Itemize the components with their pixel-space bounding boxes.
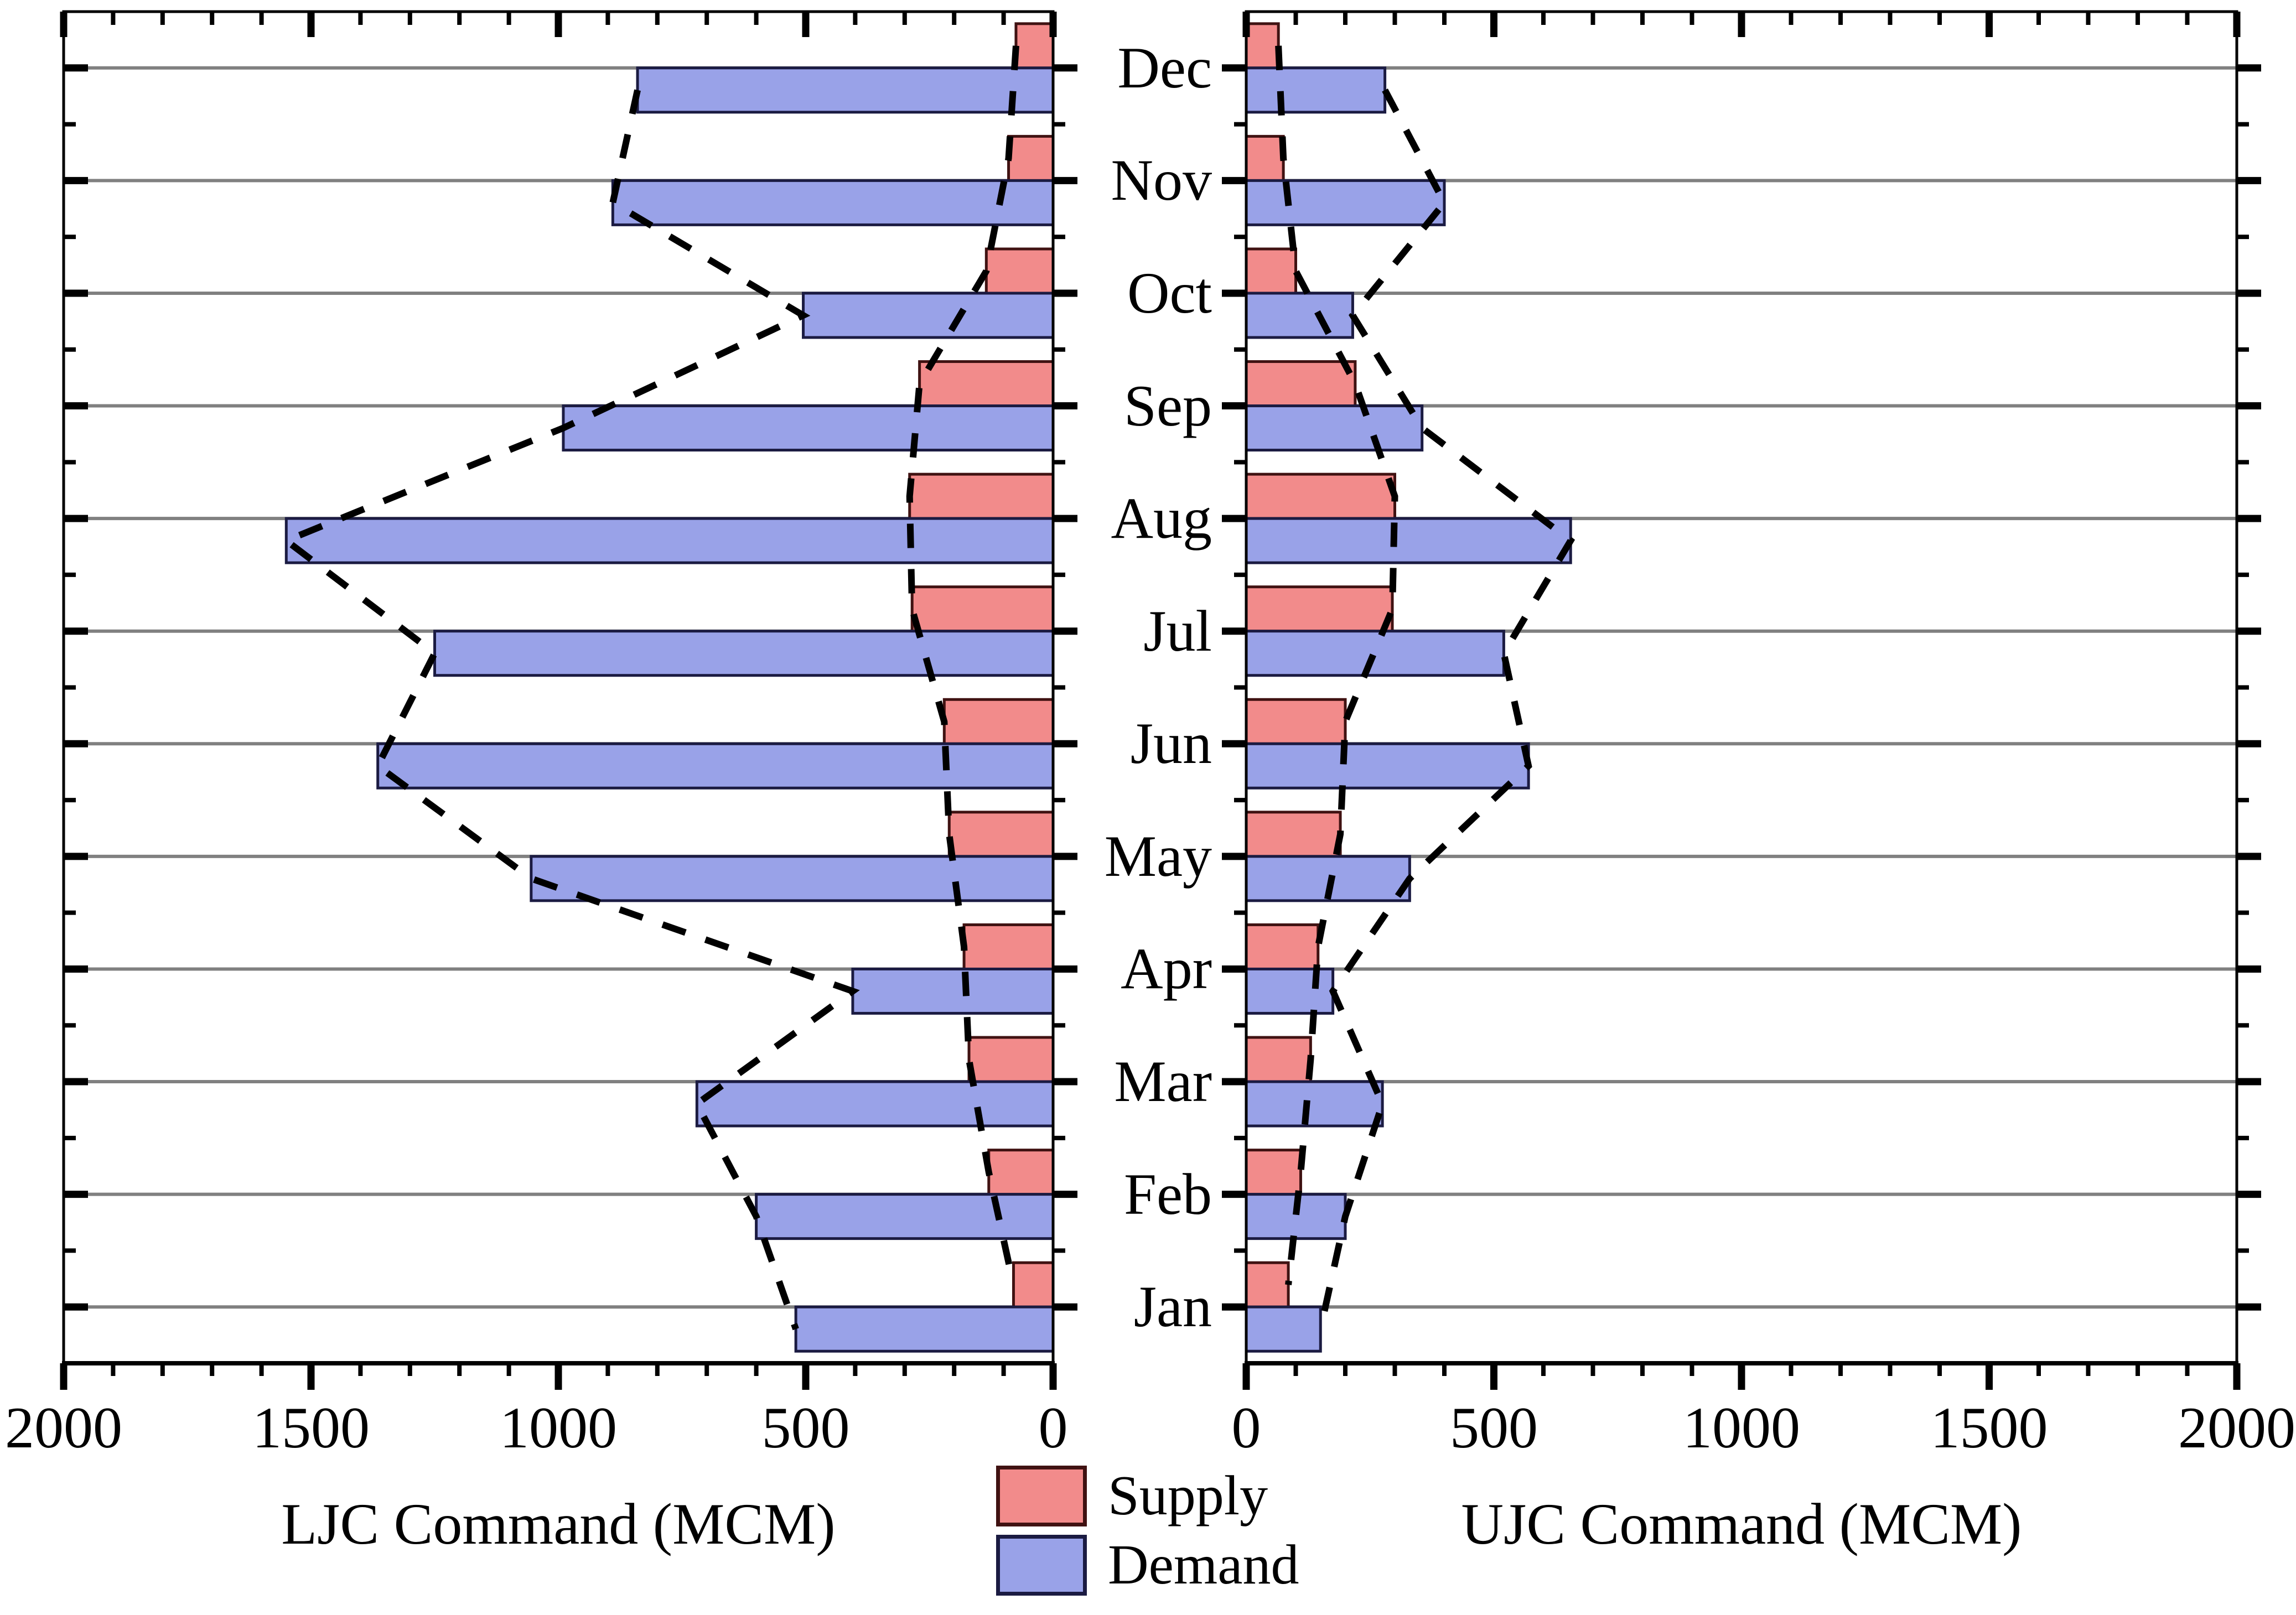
ujc-supply-bar-Jul [1245,585,1394,633]
ljc-tick-label-2000: 2000 [5,1395,122,1460]
month-label-Feb: Feb [1124,1161,1212,1227]
legend-label-supply: Supply [1108,1465,1268,1527]
ljc-supply-bar-Feb [987,1149,1055,1196]
month-label-Oct: Oct [1127,260,1212,325]
legend-item-supply: Supply [996,1465,1299,1527]
ujc-demand-dashed-line [1317,88,1575,1330]
ujc-supply-bar-Feb [1245,1149,1302,1196]
ujc-demand-bar-Dec [1245,66,1387,114]
ujc-supply-bar-Aug [1245,472,1396,520]
ujc-supply-bar-Dec [1245,22,1280,70]
legend-swatch-demand [996,1535,1087,1596]
ujc-tick-label-500: 500 [1450,1395,1538,1460]
ujc-tick-label-1000: 1000 [1683,1395,1800,1460]
month-label-Aug: Aug [1111,486,1212,551]
ujc-supply-bar-Jun [1245,698,1347,745]
ujc-tick-label-0: 0 [1231,1395,1261,1460]
ljc-tick-label-1500: 1500 [252,1395,370,1460]
month-label-Nov: Nov [1111,148,1212,213]
ujc-demand-bar-Nov [1245,179,1446,226]
ujc-supply-bar-Jan [1245,1261,1290,1308]
ljc-demand-bar-Aug [284,517,1055,564]
ujc-supply-bar-Nov [1245,134,1285,182]
ljc-demand-bar-Nov [611,179,1055,226]
ljc-tick-label-500: 500 [761,1395,850,1460]
ujc-supply-dashed-line [1275,45,1398,1285]
ujc-supply-bar-Sep [1245,360,1357,408]
month-label-Jan: Jan [1133,1274,1212,1339]
ljc-supply-dashed-line [906,45,1019,1286]
month-label-May: May [1104,823,1212,889]
ljc-supply-bar-Aug [908,472,1055,520]
ujc-tick-label-2000: 2000 [2178,1395,2295,1460]
ujc-demand-bar-Jul [1245,630,1505,677]
month-label-Apr: Apr [1121,936,1212,1001]
ljc-demand-bar-Mar [695,1080,1055,1128]
month-label-Jul: Jul [1143,598,1212,663]
month-label-Sep: Sep [1124,373,1212,438]
ljc-demand-bar-Jun [376,742,1055,790]
legend: Supply Demand [996,1465,1299,1603]
ljc-axis-title: LJC Command (MCM) [281,1492,836,1556]
ljc-demand-dashed-line [279,89,860,1331]
ljc-tick-label-0: 0 [1038,1395,1068,1460]
ujc-supply-bar-Oct [1245,247,1297,295]
legend-label-demand: Demand [1108,1534,1299,1596]
ljc-supply-bar-Sep [918,360,1055,408]
ujc-demand-bar-Aug [1245,517,1572,564]
legend-swatch-supply [996,1466,1087,1526]
ujc-demand-bar-Mar [1245,1080,1384,1128]
ujc-supply-bar-Apr [1245,923,1320,970]
ljc-demand-bar-Jan [794,1305,1055,1353]
ljc-tick-label-1000: 1000 [500,1395,617,1460]
ujc-supply-bar-Mar [1245,1036,1312,1083]
month-label-Jun: Jun [1130,711,1212,776]
ljc-demand-bar-May [530,855,1055,902]
ljc-supply-bar-Jul [910,585,1055,633]
month-label-Dec: Dec [1117,35,1212,100]
ujc-demand-bar-Apr [1245,967,1335,1015]
ljc-demand-bar-Jul [433,630,1055,677]
ujc-demand-bar-Sep [1245,404,1424,452]
ljc-demand-bar-Dec [636,66,1055,114]
ujc-supply-bar-May [1245,811,1342,858]
ljc-demand-bar-Oct [802,292,1055,339]
month-label-Mar: Mar [1114,1049,1212,1114]
ujc-axis-title: UJC Command (MCM) [1461,1492,2022,1556]
ljc-demand-bar-Apr [851,967,1055,1015]
legend-item-demand: Demand [996,1534,1299,1596]
ujc-demand-bar-Oct [1245,292,1354,339]
ujc-tick-label-1500: 1500 [1930,1395,2048,1460]
ujc-demand-bar-Jun [1245,742,1530,790]
ujc-demand-bar-Jan [1245,1305,1322,1353]
